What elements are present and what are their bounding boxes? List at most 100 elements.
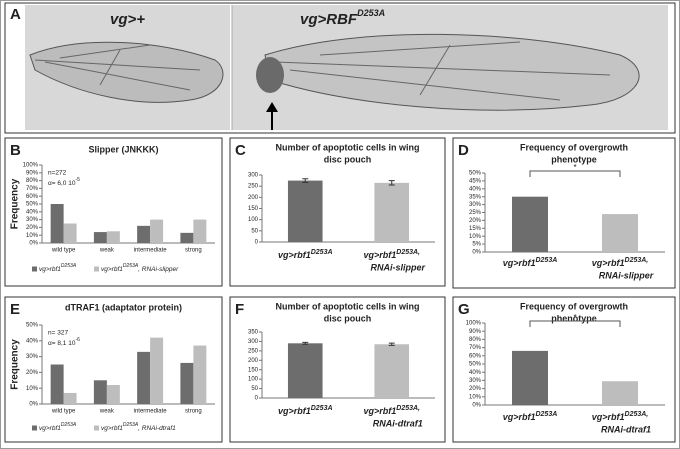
x-tick-label: strong xyxy=(185,248,202,254)
error-bar xyxy=(388,180,395,186)
x-tick-label: RNAi-slipper xyxy=(370,262,425,272)
error-bar xyxy=(302,341,309,345)
bar xyxy=(180,232,194,243)
bar xyxy=(374,344,410,398)
label-sup: D253A xyxy=(357,8,385,18)
y-tick-label: 150 xyxy=(248,206,259,212)
bar xyxy=(106,231,120,243)
x-tick-label: vg>rbf1D253A xyxy=(278,249,333,261)
legend-name: vg>rbf1 xyxy=(39,425,61,432)
chart-title: phenotype xyxy=(551,154,597,164)
category-text: vg>rbf1 xyxy=(503,412,536,422)
y-tick-label: 80% xyxy=(469,337,482,343)
y-tick-label: 60% xyxy=(469,353,482,359)
legend-swatch xyxy=(32,425,37,431)
y-tick-label: 150 xyxy=(248,367,259,373)
bar xyxy=(180,362,194,404)
category-sup: D253A xyxy=(535,257,557,264)
y-tick-label: 50% xyxy=(469,171,482,177)
legend-label: vg>rbf1D253A, RNAi-slipper xyxy=(101,263,179,272)
genotype-label: vg>RBFD253A xyxy=(300,8,385,28)
category-text: vg>rbf1 xyxy=(592,258,625,268)
y-tick-label: 30% xyxy=(26,354,39,360)
category-sup: D253A, xyxy=(625,257,649,264)
category-text: vg>rbf1 xyxy=(503,258,536,268)
chart-title: disc pouch xyxy=(324,154,372,164)
y-tick-label: 100 xyxy=(248,377,259,383)
panel-box xyxy=(229,137,446,287)
x-tick-label: vg>rbf1D253A, xyxy=(592,257,649,269)
y-tick-label: 0% xyxy=(29,402,38,408)
chart-panel: D Frequency of overgrowth phenotype 0% 5% 10%… xyxy=(452,137,676,289)
y-tick-label: 90% xyxy=(26,170,39,176)
category-sup: D253A, xyxy=(396,405,420,412)
chart-title: Number of apoptotic cells in wing xyxy=(275,301,419,311)
y-tick-label: 20% xyxy=(26,225,39,231)
category-text: vg>rbf1 xyxy=(278,406,311,416)
annotation-text: α= 6,0 10 xyxy=(48,180,76,187)
bar xyxy=(287,343,323,398)
y-axis-label: Frequency xyxy=(10,178,21,229)
annotation-text: α= 8,1 10 xyxy=(48,340,76,347)
chart-title: Frequency of overgrowth xyxy=(520,301,628,311)
x-tick-label: strong xyxy=(185,409,202,415)
y-tick-label: 70% xyxy=(26,186,39,192)
annotation: n= 327 xyxy=(48,330,68,337)
legend-sup: D253A xyxy=(123,263,139,269)
x-tick-label: wild type xyxy=(51,248,76,254)
bar xyxy=(512,350,548,405)
wing-veins xyxy=(34,44,201,91)
legend-swatch xyxy=(32,266,37,272)
y-tick-label: 40% xyxy=(26,209,39,215)
x-tick-label: weak xyxy=(99,409,115,415)
x-tick-label: weak xyxy=(99,248,115,254)
y-tick-label: 30% xyxy=(469,378,482,384)
bar xyxy=(150,219,164,243)
x-tick-label: vg>rbf1D253A, xyxy=(592,411,649,423)
y-tick-label: 200 xyxy=(248,195,259,201)
y-tick-label: 50 xyxy=(251,386,258,392)
panel-box xyxy=(229,296,446,443)
genotype-label: vg>+ xyxy=(110,11,145,28)
x-tick-label: RNAi-dtraf1 xyxy=(601,424,651,434)
y-tick-label: 30% xyxy=(26,217,39,223)
bar xyxy=(93,380,107,404)
y-axis-label: Frequency xyxy=(10,339,21,390)
y-tick-label: 250 xyxy=(248,184,259,190)
y-tick-label: 80% xyxy=(26,178,39,184)
x-tick-label: RNAi-slipper xyxy=(599,270,654,280)
bar xyxy=(287,180,323,242)
y-tick-label: 0% xyxy=(472,250,481,256)
y-tick-label: 40% xyxy=(26,338,39,344)
category-text: vg>rbf1 xyxy=(364,250,397,260)
bar xyxy=(193,219,207,243)
bar xyxy=(50,364,64,404)
y-tick-label: 100 xyxy=(248,217,259,223)
y-tick-label: 60% xyxy=(26,194,39,200)
annotation: n=272 xyxy=(48,170,67,177)
legend-sup: D253A xyxy=(123,422,139,428)
panel-letter: E xyxy=(10,301,20,318)
chart-title: Frequency of overgrowth xyxy=(520,142,628,152)
chart-title: disc pouch xyxy=(324,313,372,323)
panel-letter: D xyxy=(458,142,469,159)
bar xyxy=(63,223,77,243)
chart-panel: B Slipper (JNKKK) 0% 10% 20% 30% 40%50% 60% 70% 8… xyxy=(4,137,223,287)
y-tick-label: 250 xyxy=(248,348,259,354)
y-tick-label: 10% xyxy=(26,233,39,239)
arrow-head xyxy=(266,102,278,112)
category-sup: D253A xyxy=(535,411,557,418)
y-tick-label: 40% xyxy=(469,186,482,192)
bar xyxy=(602,214,638,252)
y-tick-label: 0 xyxy=(255,396,259,402)
bar xyxy=(137,351,151,404)
legend-label: vg>rbf1D253A xyxy=(39,422,77,431)
y-tick-label: 35% xyxy=(469,194,482,200)
annotation-sup: -5 xyxy=(75,177,80,183)
category-sup: D253A xyxy=(311,405,333,412)
y-tick-label: 0% xyxy=(472,403,481,409)
wing xyxy=(264,33,640,111)
annotation: α= 6,0 10-5 xyxy=(48,177,80,186)
y-tick-label: 0 xyxy=(255,240,259,246)
